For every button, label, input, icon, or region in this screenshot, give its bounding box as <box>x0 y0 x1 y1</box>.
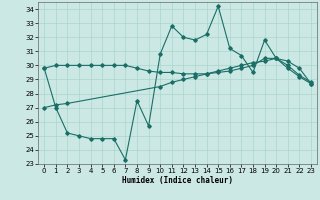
X-axis label: Humidex (Indice chaleur): Humidex (Indice chaleur) <box>122 176 233 185</box>
